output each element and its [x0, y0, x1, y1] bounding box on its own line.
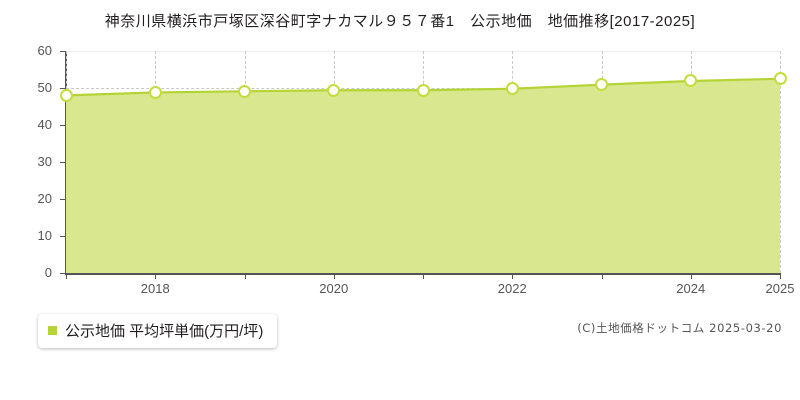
data-point-marker[interactable]: [59, 88, 73, 102]
x-axis-tick-label: 2022: [497, 281, 527, 296]
data-point-marker[interactable]: [505, 82, 519, 96]
data-point-marker[interactable]: [595, 78, 608, 92]
credit-text: (C)土地価格ドットコム 2025-03-20: [577, 321, 782, 335]
data-point-marker[interactable]: [684, 74, 698, 88]
y-axis-tick: [60, 199, 66, 200]
data-point-marker[interactable]: [327, 83, 341, 97]
x-axis-tick: [155, 273, 157, 279]
x-axis-tick: [66, 273, 67, 279]
y-axis-tick-label: 0: [44, 265, 52, 280]
x-axis-tick: [333, 273, 335, 279]
y-axis-tick: [60, 88, 66, 89]
y-axis-tick: [60, 273, 66, 274]
x-axis-tick: [690, 273, 692, 279]
data-point-marker[interactable]: [773, 72, 787, 86]
x-axis-tick: [601, 273, 603, 279]
legend[interactable]: 公示地価 平均坪単価(万円/坪): [38, 314, 278, 348]
plot-area: 0 10 20 30 40 50 60 2018 2020 2022 2024 2025: [38, 43, 795, 296]
y-axis-tick: [60, 51, 66, 52]
x-axis-tick: [244, 273, 246, 279]
x-axis-tick-label: 2020: [319, 281, 349, 296]
y-axis-tick-label: 20: [37, 191, 52, 206]
x-axis-tick-label: 2025: [765, 281, 795, 296]
series-area: [66, 78, 780, 273]
y-axis-tick: [60, 162, 66, 163]
data-point-marker[interactable]: [238, 84, 251, 98]
data-point-marker[interactable]: [148, 85, 162, 99]
x-axis-tick: [780, 273, 781, 279]
legend-label: 公示地価 平均坪単価(万円/坪): [65, 323, 264, 340]
y-axis-tick: [60, 236, 66, 237]
vertical-gridline: [780, 51, 781, 273]
y-axis-tick: [60, 125, 66, 126]
y-axis-tick-label: 30: [37, 154, 52, 169]
x-axis-tick-label: 2018: [140, 281, 170, 296]
y-axis-tick-label: 60: [37, 43, 52, 58]
page-title: 神奈川県横浜市戸塚区深谷町字ナカマル９５７番1 公示地価 地価推移[2017-2…: [104, 13, 696, 30]
y-axis-tick-label: 50: [37, 80, 52, 95]
legend-swatch-icon: [48, 326, 57, 335]
y-axis-tick-label: 40: [37, 117, 52, 132]
x-axis-tick: [423, 273, 424, 279]
data-point-marker[interactable]: [416, 83, 430, 97]
x-axis-tick-label: 2024: [676, 281, 706, 296]
x-axis-tick: [512, 273, 514, 279]
y-axis-tick-label: 10: [37, 228, 52, 243]
